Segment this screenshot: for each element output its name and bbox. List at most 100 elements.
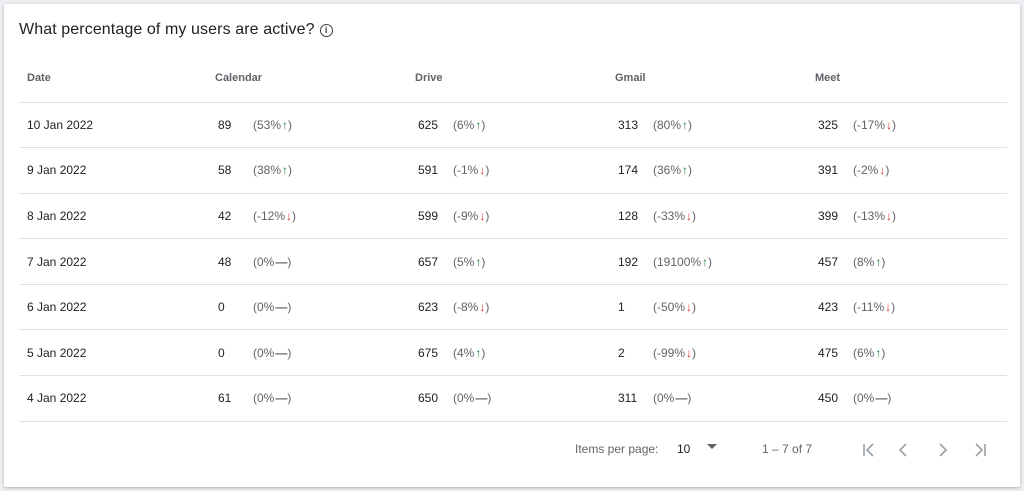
meet-cell: 475 (6% ↑) (807, 329, 1007, 377)
change-indicator: (-8% ↓) (453, 300, 490, 315)
change-percent: (0% (453, 391, 475, 406)
change-indicator: (0% —) (253, 300, 292, 315)
change-indicator: (-33% ↓) (653, 208, 697, 223)
dash-icon: — (275, 345, 288, 360)
chevron-right-icon (939, 443, 948, 457)
change-indicator: (36% ↑) (653, 163, 693, 178)
active-users-value: 391 (818, 163, 839, 178)
change-percent: (-8% (453, 300, 479, 315)
active-users-value: 450 (818, 391, 839, 406)
gmail-cell: 128 (-33% ↓) (607, 193, 807, 240)
change-indicator: (-99% ↓) (653, 345, 697, 360)
last-page-button[interactable] (968, 438, 992, 462)
arrow-down-icon: ↓ (879, 163, 886, 178)
calendar-cell: 89 (53% ↑) (207, 102, 407, 149)
page-range-label: 1 – 7 of 7 (762, 442, 813, 456)
card-header: What percentage of my users are active? … (19, 19, 333, 41)
change-indicator: (0% —) (253, 345, 292, 360)
arrow-up-icon: ↑ (475, 117, 482, 132)
active-users-value: 623 (418, 300, 439, 315)
date-cell: 10 Jan 2022 (19, 102, 207, 149)
active-users-table: Date Calendar Drive Gmail Meet 10 Jan 20… (19, 54, 1007, 422)
calendar-cell: 61 (0% —) (207, 375, 407, 422)
arrow-up-icon: ↑ (875, 254, 882, 269)
change-percent: (-12% (253, 208, 286, 223)
column-header-gmail[interactable]: Gmail (607, 54, 807, 103)
change-indicator: (8% ↑) (853, 254, 886, 269)
arrow-down-icon: ↓ (686, 300, 693, 315)
change-percent: (-99% (653, 345, 686, 360)
meet-cell: 325 (-17% ↓) (807, 102, 1007, 149)
change-percent: (36% (653, 163, 682, 178)
meet-cell: 423 (-11% ↓) (807, 284, 1007, 331)
gmail-cell: 313 (80% ↑) (607, 102, 807, 149)
change-indicator: (-13% ↓) (853, 208, 897, 223)
drive-cell: 623 (-8% ↓) (407, 284, 607, 331)
card-title: What percentage of my users are active? (19, 21, 315, 38)
change-indicator: (4% ↑) (453, 345, 486, 360)
drive-cell: 591 (-1% ↓) (407, 147, 607, 194)
table-row: 7 Jan 2022 48 (0% —) 657 (5% ↑) 192 (19100% ↑) 457… (19, 238, 1007, 285)
calendar-cell: 48 (0% —) (207, 238, 407, 285)
gmail-cell: 1 (-50% ↓) (607, 284, 807, 331)
first-page-button[interactable] (857, 438, 881, 462)
change-percent: (0% (253, 391, 275, 406)
table-header-row: Date Calendar Drive Gmail Meet (19, 54, 1007, 103)
change-percent: (0% (253, 300, 275, 315)
active-users-value: 0 (218, 345, 225, 360)
table-row: 8 Jan 2022 42 (-12% ↓) 599 (-9% ↓) 128 (-33% ↓) 39… (19, 193, 1007, 240)
calendar-cell: 0 (0% —) (207, 284, 407, 331)
items-per-page-select[interactable]: 10 (677, 442, 691, 456)
column-header-calendar[interactable]: Calendar (207, 54, 407, 103)
column-header-drive[interactable]: Drive (407, 54, 607, 103)
column-header-meet[interactable]: Meet (807, 54, 1007, 103)
change-percent: (-2% (853, 163, 879, 178)
arrow-down-icon: ↓ (479, 300, 486, 315)
active-users-value: 675 (418, 345, 439, 360)
change-percent: (-1% (453, 163, 479, 178)
active-users-value: 591 (418, 163, 439, 178)
change-percent: (80% (653, 117, 682, 132)
arrow-down-icon: ↓ (479, 208, 486, 223)
arrow-up-icon: ↑ (475, 345, 482, 360)
table-row: 6 Jan 2022 0 (0% —) 623 (-8% ↓) 1 (-50% ↓) 423 (-11… (19, 284, 1007, 331)
arrow-up-icon: ↑ (702, 254, 709, 269)
date-cell: 7 Jan 2022 (19, 238, 207, 285)
change-indicator: (0% —) (453, 391, 492, 406)
change-indicator: (53% ↑) (253, 117, 293, 132)
arrow-down-icon: ↓ (479, 163, 486, 178)
arrow-down-icon: ↓ (885, 300, 892, 315)
change-indicator: (-1% ↓) (453, 163, 490, 178)
drive-cell: 650 (0% —) (407, 375, 607, 422)
active-users-value: 325 (818, 117, 839, 132)
next-page-button[interactable] (930, 438, 954, 462)
dropdown-caret-icon[interactable] (707, 444, 717, 449)
previous-page-button[interactable] (892, 438, 916, 462)
meet-cell: 399 (-13% ↓) (807, 193, 1007, 240)
active-users-value: 657 (418, 254, 439, 269)
active-users-value: 0 (218, 300, 225, 315)
active-users-value: 650 (418, 391, 439, 406)
change-indicator: (-50% ↓) (653, 300, 697, 315)
arrow-up-icon: ↑ (282, 117, 289, 132)
dash-icon: — (275, 254, 288, 269)
calendar-cell: 0 (0% —) (207, 329, 407, 377)
change-percent: (38% (253, 163, 282, 178)
active-users-value: 313 (618, 117, 639, 132)
active-users-value: 2 (618, 345, 625, 360)
change-indicator: (-9% ↓) (453, 208, 490, 223)
change-percent: (-17% (853, 117, 886, 132)
column-header-date[interactable]: Date (19, 54, 207, 103)
active-users-value: 423 (818, 300, 839, 315)
change-percent: (-33% (653, 208, 686, 223)
calendar-cell: 42 (-12% ↓) (207, 193, 407, 240)
dash-icon: — (275, 300, 288, 315)
change-percent: (-11% (853, 300, 885, 315)
change-indicator: (0% —) (653, 391, 692, 406)
info-icon[interactable]: i (319, 23, 333, 37)
active-users-value: 457 (818, 254, 839, 269)
change-indicator: (19100% ↑) (653, 254, 713, 269)
active-users-value: 128 (618, 208, 639, 223)
dash-icon: — (875, 391, 888, 406)
table-row: 4 Jan 2022 61 (0% —) 650 (0% —) 311 (0% —) 450 (0% —… (19, 375, 1007, 422)
